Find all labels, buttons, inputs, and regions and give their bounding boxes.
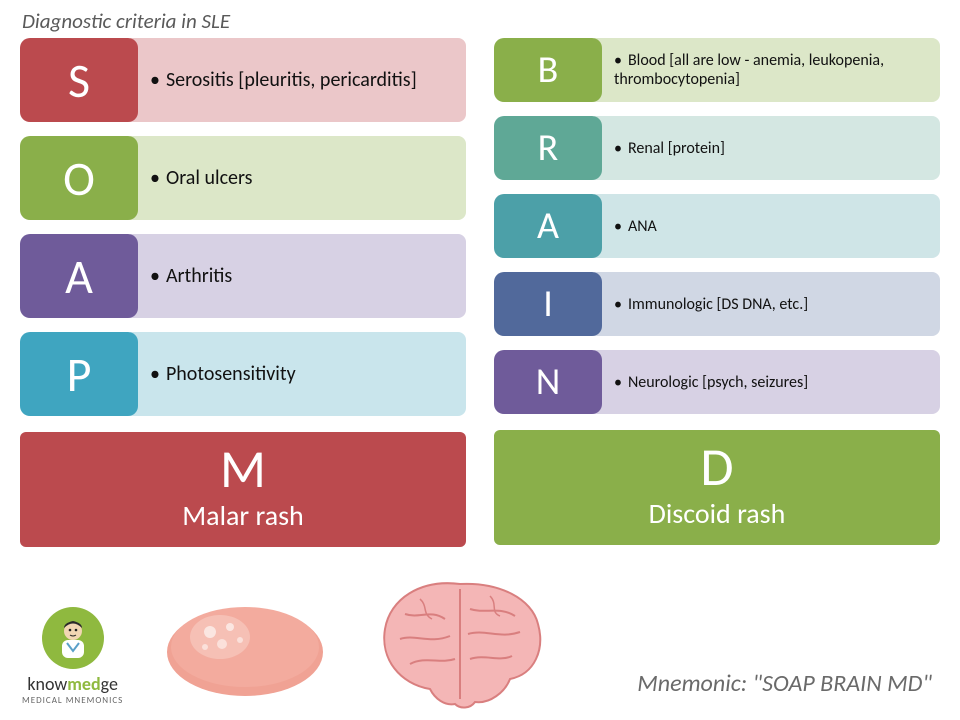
desc-box-b: •Blood [all are low - anemia, leukopenia… <box>594 38 940 102</box>
soap-icon <box>160 592 330 702</box>
left-row-o: O•Oral ulcers <box>20 136 466 220</box>
columns: S•Serositis [pleuritis, pericarditis] O•O… <box>0 38 960 547</box>
left-row-p: P•Photosensitivity <box>20 332 466 416</box>
letter-box-n: N <box>494 350 602 414</box>
desc-box-a: •Arthritis <box>130 234 466 318</box>
letter-box-s: S <box>20 38 138 122</box>
right-row-i: I•Immunologic [DS DNA, etc.] <box>494 272 940 336</box>
brand-subtitle: MEDICAL MNEMONICS <box>22 695 123 706</box>
desc-box-s: •Serositis [pleuritis, pericarditis] <box>130 38 466 122</box>
desc-box-a: •ANA <box>594 194 940 258</box>
letter-box-i: I <box>494 272 602 336</box>
letter-box-r: R <box>494 116 602 180</box>
right-row-b: B•Blood [all are low - anemia, leukopeni… <box>494 38 940 102</box>
letter-box-a: A <box>20 234 138 318</box>
desc-box-p: •Photosensitivity <box>130 332 466 416</box>
desc-box-r: •Renal [protein] <box>594 116 940 180</box>
brand-wordmark: knowmedge <box>27 673 118 695</box>
letter-box-b: B <box>494 38 602 102</box>
footer: knowmedge MEDICAL MNEMONICS Mnemonic: "S… <box>0 560 960 720</box>
right-row-n: N•Neurologic [psych, seizures] <box>494 350 940 414</box>
desc-box-n: •Neurologic [psych, seizures] <box>594 350 940 414</box>
right-row-a: A•ANA <box>494 194 940 258</box>
brand-logo: knowmedge MEDICAL MNEMONICS <box>22 607 123 706</box>
desc-box-o: •Oral ulcers <box>130 136 466 220</box>
left-column: S•Serositis [pleuritis, pericarditis] O•O… <box>20 38 466 547</box>
desc-box-i: •Immunologic [DS DNA, etc.] <box>594 272 940 336</box>
brand-post: ge <box>101 673 118 695</box>
letter-box-a: A <box>494 194 602 258</box>
right-row-r: R•Renal [protein] <box>494 116 940 180</box>
big-box-m: MMalar rash <box>20 432 466 547</box>
doctor-avatar-icon <box>42 607 104 669</box>
brand-pre: know <box>27 673 67 695</box>
mnemonic-text: Mnemonic: "SOAP BRAIN MD" <box>637 669 932 698</box>
brain-icon <box>360 564 560 714</box>
letter-box-p: P <box>20 332 138 416</box>
letter-box-o: O <box>20 136 138 220</box>
big-box-d: DDiscoid rash <box>494 430 940 545</box>
page-title: Diagnostic criteria in SLE <box>0 0 960 38</box>
brand-accent: med <box>67 673 100 695</box>
left-row-s: S•Serositis [pleuritis, pericarditis] <box>20 38 466 122</box>
left-row-a: A•Arthritis <box>20 234 466 318</box>
right-column: B•Blood [all are low - anemia, leukopeni… <box>494 38 940 547</box>
